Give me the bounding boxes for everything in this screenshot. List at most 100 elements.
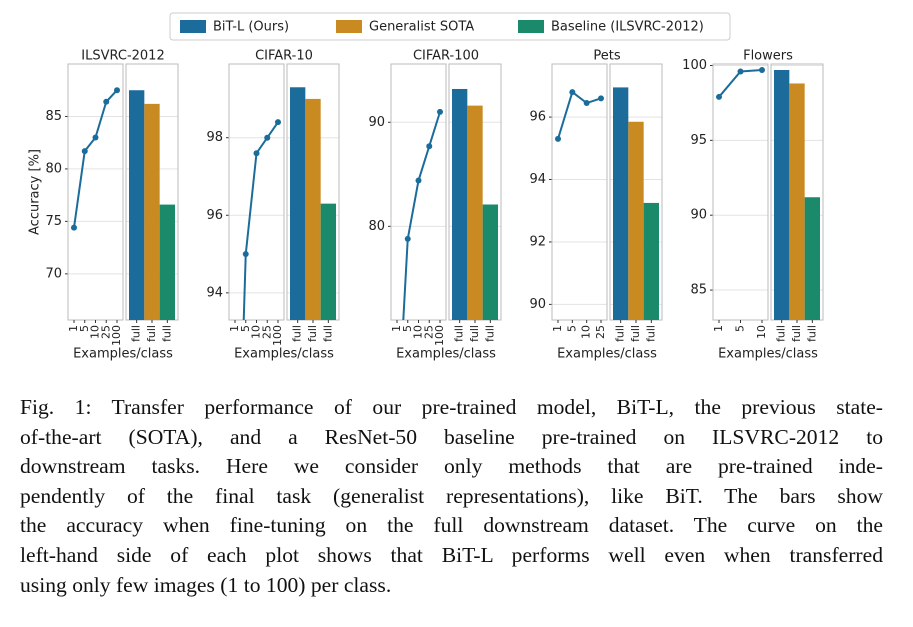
line-point [114, 87, 120, 94]
legend-label: Baseline (ILSVRC-2012) [551, 20, 704, 35]
panel-frame [551, 63, 608, 321]
y-tick-label: 75 [45, 214, 62, 229]
bar [804, 197, 820, 320]
y-tick-label: 85 [45, 109, 62, 124]
subplot-title: CIFAR-100 [413, 49, 479, 64]
y-tick-label: 94 [529, 172, 546, 187]
x-tick-label: 10 [755, 325, 768, 339]
x-tick-label: 100 [110, 325, 123, 346]
line-point [71, 224, 77, 231]
caption-line: using only few images (1 to 100) per cla… [20, 572, 392, 597]
line-point [81, 148, 88, 155]
x-tick-label: full [468, 325, 481, 342]
x-tick-label: 5 [401, 325, 414, 332]
x-tick-label: 10 [89, 325, 102, 339]
y-tick-label: 94 [206, 285, 223, 300]
y-tick-label: 96 [206, 208, 223, 223]
x-tick-label: 1 [712, 325, 725, 332]
y-tick-label: 90 [690, 208, 707, 223]
bar [613, 87, 629, 320]
x-tick-label: 5 [565, 325, 578, 332]
x-tick-label: 25 [594, 325, 607, 339]
x-tick-label: 25 [260, 325, 273, 339]
legend-swatch [336, 20, 362, 33]
caption-line: of-the-art (SOTA), and a ResNet-50 basel… [20, 424, 883, 449]
caption: Fig. 1: Transfer performance of our pre-… [20, 393, 883, 600]
x-tick-label: full [306, 325, 319, 342]
y-tick-label: 92 [529, 234, 546, 249]
x-tick-label: 5 [78, 325, 91, 332]
y-tick-label: 70 [45, 266, 62, 281]
x-tick-label: full [483, 325, 496, 342]
x-tick-label: full [160, 325, 173, 342]
caption-line: downstream tasks. Here we consider only … [20, 454, 883, 479]
line-point [737, 68, 744, 75]
x-axis-label: Examples/class [73, 347, 173, 362]
x-tick-label: 5 [734, 325, 747, 332]
line-point [569, 89, 576, 96]
x-axis-label: Examples/class [557, 347, 657, 362]
bar [290, 87, 306, 320]
x-axis-label: Examples/class [718, 347, 818, 362]
subplot-title: Flowers [743, 49, 793, 64]
y-tick-label: 96 [529, 110, 546, 125]
x-tick-label: 1 [228, 325, 241, 332]
line [557, 90, 602, 140]
x-tick-label: full [629, 325, 642, 342]
subplot-title: ILSVRC-2012 [81, 49, 164, 64]
line-point [437, 108, 443, 115]
panel-frame [390, 63, 447, 321]
x-tick-label: full [453, 325, 466, 342]
bar [144, 103, 160, 320]
y-tick-label: 100 [682, 58, 707, 73]
bar [305, 98, 321, 320]
line-point [275, 119, 281, 126]
legend-swatch [518, 20, 544, 33]
bar [452, 88, 468, 320]
y-tick-label: 90 [529, 297, 546, 312]
line-point [264, 134, 271, 141]
line-point [242, 251, 249, 258]
x-tick-label: 10 [412, 325, 425, 339]
bar [467, 105, 483, 321]
x-tick-label: full [130, 325, 143, 342]
y-tick-label: 90 [368, 115, 385, 130]
y-tick-label: 95 [690, 133, 707, 148]
caption-line: the accuracy when fine-tuning on the ful… [20, 513, 883, 538]
x-axis-label: Examples/class [234, 347, 334, 362]
bar [320, 203, 336, 320]
caption-line: left-hand side of each plot shows that B… [20, 542, 883, 567]
x-tick-label: 10 [580, 325, 593, 339]
x-tick-label: 1 [390, 325, 403, 332]
x-tick-label: 25 [422, 325, 435, 339]
x-tick-label: 100 [433, 325, 446, 346]
x-tick-label: full [291, 325, 304, 342]
y-tick-label: 80 [368, 219, 385, 234]
line-point [759, 66, 765, 73]
x-tick-label: 5 [239, 325, 252, 332]
x-tick-label: 100 [271, 325, 284, 346]
x-tick-label: full [614, 325, 627, 342]
line-point [598, 95, 604, 102]
bar [643, 202, 659, 320]
x-tick-label: full [805, 325, 818, 342]
line-point [583, 100, 590, 107]
y-tick-label: 80 [45, 161, 62, 176]
bar [159, 204, 175, 320]
x-tick-label: full [775, 325, 788, 342]
bar [789, 83, 805, 320]
line-point [404, 235, 411, 242]
caption-line: Fig. 1: Transfer performance of our pre-… [20, 395, 883, 419]
x-tick-label: 1 [67, 325, 80, 332]
panel-frame [228, 63, 285, 321]
x-tick-label: full [145, 325, 158, 342]
line-point [103, 98, 110, 105]
legend-label: BiT-L (Ours) [213, 20, 289, 35]
x-tick-label: 25 [99, 325, 112, 339]
bar [129, 90, 145, 320]
y-axis-label: Accuracy [%] [28, 149, 43, 235]
line-point [426, 143, 433, 150]
bar [482, 204, 498, 320]
x-tick-label: 1 [551, 325, 564, 332]
